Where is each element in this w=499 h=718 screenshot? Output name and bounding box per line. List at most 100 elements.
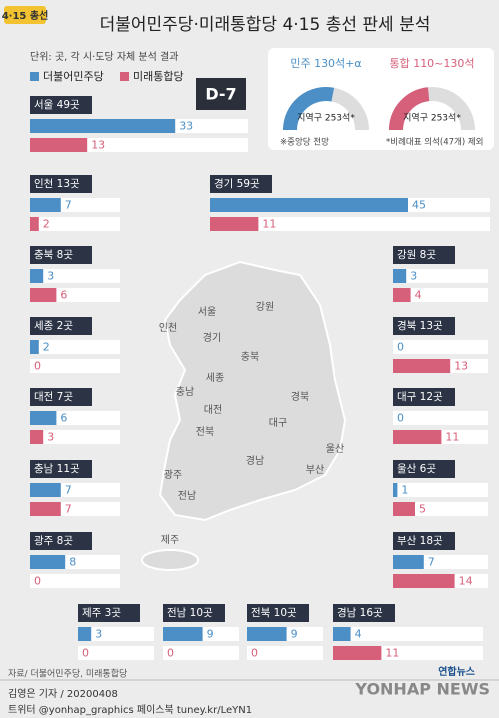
value-label: 5	[419, 503, 426, 516]
region-label-box	[393, 388, 455, 406]
map-label: 충북	[241, 351, 259, 363]
badge-box	[196, 78, 246, 110]
bar	[333, 627, 351, 641]
outlook-note: *비례대표 의석(47개) 제외	[386, 137, 483, 148]
map-label: 부산	[306, 464, 324, 476]
region-label-box	[30, 388, 92, 406]
map-label: 경북	[291, 390, 309, 403]
bar	[30, 269, 44, 283]
region-label-box	[210, 175, 272, 193]
region-label-box	[247, 604, 309, 622]
bar	[247, 627, 287, 641]
value-label: 3	[47, 270, 54, 283]
bar-frame	[30, 430, 120, 444]
value-label: 2	[43, 341, 50, 354]
bar	[30, 340, 39, 354]
bar	[30, 555, 66, 569]
region-label-box	[30, 96, 92, 114]
bar	[30, 217, 39, 231]
bar-frame	[78, 646, 154, 660]
region-label: 대구 12곳	[397, 391, 443, 403]
value-label: 3	[95, 628, 102, 641]
region-label-box	[393, 532, 455, 550]
value-label: 1	[401, 484, 408, 497]
bar	[30, 119, 176, 133]
brand-en: YONHAP NEWS	[354, 680, 490, 699]
tag: 4·15 총선	[2, 9, 49, 22]
legend-swatch	[120, 72, 129, 81]
region-label: 대전 7곳	[34, 391, 73, 403]
brand: 연합뉴스	[438, 665, 475, 678]
bar	[30, 138, 88, 152]
value-label: 7	[65, 484, 72, 497]
region-label: 울산 6곳	[397, 463, 436, 475]
value-label: 45	[412, 199, 426, 212]
bar	[30, 198, 61, 212]
value-label: 0	[167, 647, 174, 660]
region-label-box	[30, 532, 92, 550]
bar-frame	[30, 269, 120, 283]
map-label: 강원	[256, 301, 274, 313]
map-label: 전남	[178, 490, 196, 502]
bar-frame	[210, 217, 490, 231]
bar-frame	[393, 502, 488, 516]
value-label: 2	[43, 218, 50, 231]
bar-frame	[247, 646, 323, 660]
value-label: 7	[65, 503, 72, 516]
region-label-box	[163, 604, 225, 622]
map-label: 제주	[161, 534, 179, 546]
region-label-box	[393, 246, 455, 264]
map-label: 울산	[326, 443, 344, 455]
value-label: 4	[415, 289, 422, 302]
outlook-title: 통합 110~130석	[389, 57, 474, 70]
value-label: 14	[459, 575, 473, 588]
value-label: 8	[69, 556, 76, 569]
region-label-box	[333, 604, 395, 622]
map-label: 전북	[196, 426, 214, 438]
outlook-note: ※중앙당 전망	[280, 137, 329, 148]
bar	[30, 483, 61, 497]
bar	[393, 359, 451, 373]
value-label: 13	[454, 360, 468, 373]
map	[158, 260, 347, 522]
value-label: 7	[428, 556, 435, 569]
gauge-fill	[283, 87, 335, 131]
bar	[393, 555, 424, 569]
value-label: 3	[47, 431, 54, 444]
value-label: 11	[445, 431, 459, 444]
bar-frame	[30, 359, 120, 373]
bar-frame	[30, 574, 120, 588]
bar	[30, 502, 61, 516]
value-label: 9	[291, 628, 298, 641]
gauge-label: 지역구 253석*	[403, 113, 461, 124]
region-label-box	[30, 317, 92, 335]
bar-frame	[393, 288, 488, 302]
map-jeju	[141, 549, 199, 571]
region-label: 전북 10곳	[251, 607, 297, 619]
bar-frame	[393, 269, 488, 283]
value-label: 6	[60, 412, 67, 425]
gauge-label: 지역구 253석*	[297, 113, 355, 124]
bar	[393, 502, 415, 516]
region-label-box	[78, 604, 140, 622]
value-label: 33	[179, 120, 193, 133]
map-label: 경기	[203, 331, 221, 344]
value-label: 7	[65, 199, 72, 212]
value-label: 11	[262, 218, 276, 231]
bar-frame	[333, 627, 483, 641]
region-label-box	[30, 460, 92, 478]
map-label: 대전	[204, 404, 222, 416]
region-label: 강원 8곳	[397, 249, 436, 261]
value-label: 0	[34, 360, 41, 373]
region-label: 광주 8곳	[34, 535, 73, 547]
outlook-panel	[268, 48, 494, 150]
value-label: 13	[91, 139, 105, 152]
legend-label: 미래통합당	[133, 70, 184, 83]
tag-box	[4, 6, 46, 24]
bar	[393, 574, 455, 588]
region-label: 세종 2곳	[34, 320, 73, 332]
bar-frame	[30, 217, 120, 231]
source: 자료/ 더불어민주당, 미래통합당	[8, 669, 127, 680]
region-label-box	[393, 460, 455, 478]
